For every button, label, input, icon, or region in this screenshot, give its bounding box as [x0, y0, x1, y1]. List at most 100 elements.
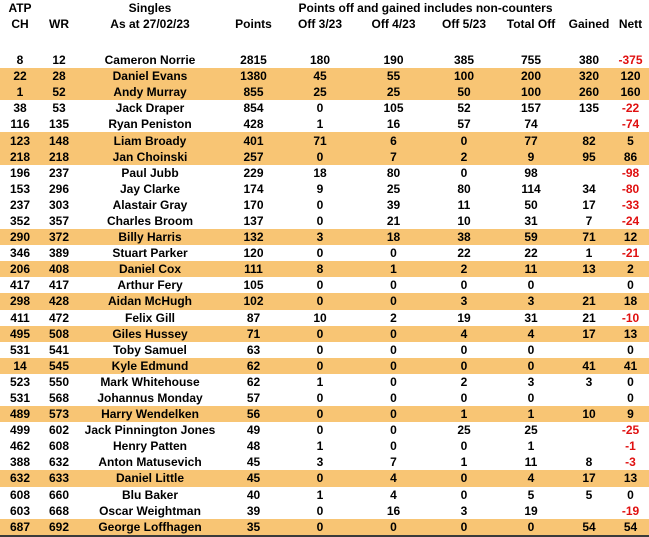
player-name-cell[interactable]: Toby Samuel: [113, 342, 187, 357]
value-cell[interactable]: 57: [457, 117, 471, 132]
column-header[interactable]: CH: [11, 17, 29, 31]
value-cell[interactable]: 62: [246, 358, 261, 373]
player-name-cell[interactable]: Jan Choinski: [112, 149, 188, 164]
value-cell[interactable]: 8: [316, 262, 324, 277]
value-cell[interactable]: 0: [316, 358, 324, 373]
player-name-cell[interactable]: Oscar Weightman: [99, 503, 201, 518]
column-header[interactable]: Off 5/23: [441, 17, 486, 31]
value-cell[interactable]: 18: [386, 230, 401, 245]
value-cell[interactable]: 755: [520, 53, 542, 68]
value-cell[interactable]: 0: [390, 374, 397, 389]
value-cell[interactable]: 0: [627, 278, 634, 293]
value-cell[interactable]: 428: [243, 117, 264, 132]
value-cell[interactable]: 237: [9, 197, 31, 212]
value-cell[interactable]: 80: [457, 181, 471, 196]
value-cell[interactable]: 0: [390, 407, 397, 422]
value-cell[interactable]: 13: [623, 326, 638, 341]
value-cell[interactable]: 602: [48, 423, 70, 438]
value-cell[interactable]: 0: [390, 391, 397, 406]
value-cell[interactable]: 495: [9, 326, 31, 341]
value-cell[interactable]: 17: [582, 326, 596, 341]
value-cell[interactable]: 5: [527, 487, 535, 502]
value-cell[interactable]: 633: [48, 471, 70, 486]
value-cell[interactable]: 385: [453, 53, 475, 68]
value-cell[interactable]: 1380: [240, 69, 267, 84]
value-cell[interactable]: 123: [9, 133, 31, 148]
value-cell[interactable]: 0: [390, 342, 397, 357]
value-cell[interactable]: 45: [246, 471, 261, 486]
value-cell[interactable]: 148: [48, 133, 70, 148]
value-cell[interactable]: 0: [627, 342, 634, 357]
value-cell[interactable]: 4: [527, 326, 535, 341]
player-name-cell[interactable]: George Loffhagen: [98, 519, 202, 534]
value-cell[interactable]: 0: [390, 246, 397, 261]
value-cell[interactable]: 0: [627, 391, 634, 406]
player-name-cell[interactable]: Blu Baker: [121, 487, 179, 502]
column-header[interactable]: Off 3/23: [297, 17, 342, 31]
value-cell[interactable]: 692: [48, 519, 70, 534]
value-cell[interactable]: 0: [390, 278, 397, 293]
value-cell[interactable]: 0: [316, 197, 324, 212]
value-cell[interactable]: 35: [246, 519, 261, 534]
column-header[interactable]: Total Off: [506, 17, 556, 31]
value-cell[interactable]: 16: [386, 117, 401, 132]
value-cell[interactable]: 4: [527, 471, 535, 486]
value-cell[interactable]: -80: [621, 181, 640, 196]
value-cell[interactable]: 508: [48, 326, 70, 341]
column-header[interactable]: As at 27/02/23: [110, 17, 190, 31]
value-cell[interactable]: 4: [390, 471, 397, 486]
value-cell[interactable]: 45: [246, 455, 261, 470]
value-cell[interactable]: 9: [316, 181, 324, 196]
value-cell[interactable]: 531: [9, 391, 31, 406]
player-name-cell[interactable]: Liam Broady: [113, 133, 187, 148]
value-cell[interactable]: 7: [390, 455, 397, 470]
value-cell[interactable]: 196: [9, 165, 31, 180]
value-cell[interactable]: 0: [390, 519, 397, 534]
value-cell[interactable]: 0: [316, 423, 324, 438]
value-cell[interactable]: 218: [9, 149, 31, 164]
value-cell[interactable]: 0: [316, 326, 324, 341]
value-cell[interactable]: 52: [457, 101, 471, 116]
value-cell[interactable]: 132: [243, 230, 264, 245]
value-cell[interactable]: 1: [527, 407, 535, 422]
value-cell[interactable]: 3: [527, 374, 535, 389]
value-cell[interactable]: 160: [620, 85, 641, 100]
player-name-cell[interactable]: Daniel Cox: [118, 262, 181, 277]
value-cell[interactable]: 472: [48, 310, 70, 325]
value-cell[interactable]: 31: [524, 213, 538, 228]
value-cell[interactable]: 0: [460, 487, 468, 502]
value-cell[interactable]: 21: [582, 294, 596, 309]
value-cell[interactable]: 531: [9, 342, 31, 357]
value-cell[interactable]: 180: [309, 53, 331, 68]
value-cell[interactable]: 1: [316, 439, 324, 454]
value-cell[interactable]: 0: [316, 407, 324, 422]
value-cell[interactable]: 13: [623, 471, 638, 486]
value-cell[interactable]: 86: [623, 149, 638, 164]
value-cell[interactable]: 0: [316, 503, 324, 518]
value-cell[interactable]: 59: [524, 230, 538, 245]
value-cell[interactable]: 100: [520, 85, 542, 100]
value-cell[interactable]: 257: [243, 149, 264, 164]
value-cell[interactable]: 77: [524, 133, 538, 148]
value-cell[interactable]: 95: [582, 149, 596, 164]
value-cell[interactable]: 303: [48, 197, 70, 212]
value-cell[interactable]: 80: [386, 165, 401, 180]
value-cell[interactable]: 0: [390, 423, 397, 438]
value-cell[interactable]: 428: [48, 294, 70, 309]
value-cell[interactable]: 0: [316, 471, 324, 486]
value-cell[interactable]: 0: [527, 342, 535, 357]
value-cell[interactable]: 0: [316, 294, 324, 309]
value-cell[interactable]: 11: [524, 455, 538, 470]
value-cell[interactable]: 12: [623, 230, 638, 245]
value-cell[interactable]: 100: [453, 69, 475, 84]
value-cell[interactable]: 0: [316, 149, 324, 164]
value-cell[interactable]: 523: [9, 374, 31, 389]
value-cell[interactable]: 417: [9, 278, 31, 293]
value-cell[interactable]: 0: [316, 246, 324, 261]
value-cell[interactable]: 21: [386, 213, 401, 228]
value-cell[interactable]: 63: [246, 342, 261, 357]
value-cell[interactable]: 3: [460, 503, 468, 518]
value-cell[interactable]: 31: [524, 310, 538, 325]
value-cell[interactable]: 3: [316, 455, 324, 470]
value-cell[interactable]: 668: [48, 503, 70, 518]
